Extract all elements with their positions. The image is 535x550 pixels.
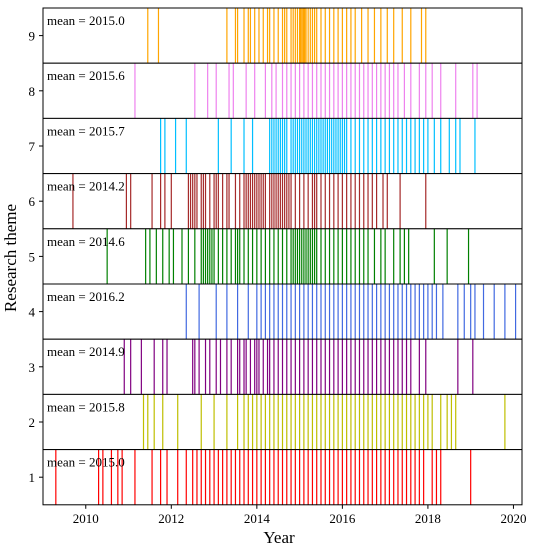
theme-panel-6: mean = 2014.2 6 <box>29 173 523 230</box>
y-tick-label: 7 <box>29 139 36 154</box>
mean-label: mean = 2015.0 <box>47 455 125 470</box>
y-axis-label: Research theme <box>1 204 20 312</box>
theme-panel-5: mean = 2014.6 5 <box>29 228 523 285</box>
theme-panel-2: mean = 2015.8 2 <box>29 393 523 451</box>
y-tick-label: 1 <box>29 470 36 485</box>
mean-label: mean = 2015.8 <box>47 399 125 414</box>
mean-label: mean = 2014.6 <box>47 234 125 249</box>
x-tick-label: 2018 <box>415 511 441 526</box>
mean-label: mean = 2015.7 <box>47 123 125 138</box>
theme-panel-1: mean = 2015.0 1 <box>29 449 523 506</box>
x-tick-label: 2020 <box>500 511 526 526</box>
theme-panel-3: mean = 2014.9 3 <box>29 338 523 395</box>
x-tick-label: 2010 <box>73 511 99 526</box>
mean-label: mean = 2015.6 <box>47 68 125 83</box>
x-tick-label: 2014 <box>244 511 271 526</box>
y-tick-label: 2 <box>29 415 36 430</box>
mean-label: mean = 2014.2 <box>47 179 125 194</box>
x-axis-label: Year <box>263 528 295 547</box>
theme-panel-4: mean = 2016.2 4 <box>29 283 523 340</box>
x-tick-label: 2012 <box>158 511 184 526</box>
y-tick-label: 8 <box>29 84 36 99</box>
x-tick-label: 2016 <box>329 511 356 526</box>
mean-label: mean = 2015.0 <box>47 13 125 28</box>
theme-panel-9: mean = 2015.0 9 <box>29 7 523 64</box>
y-tick-label: 4 <box>29 305 36 320</box>
y-tick-label: 9 <box>29 29 36 44</box>
x-axis: 2010 2012 2014 2016 2018 2020 <box>73 504 526 526</box>
y-tick-label: 5 <box>29 249 36 264</box>
theme-panel-8: mean = 2015.6 8 <box>29 62 523 119</box>
y-tick-label: 3 <box>29 360 36 375</box>
mean-label: mean = 2016.2 <box>47 289 125 304</box>
mean-label: mean = 2014.9 <box>47 344 125 359</box>
theme-panel-7: mean = 2015.7 7 <box>29 117 523 175</box>
y-tick-label: 6 <box>29 194 36 209</box>
